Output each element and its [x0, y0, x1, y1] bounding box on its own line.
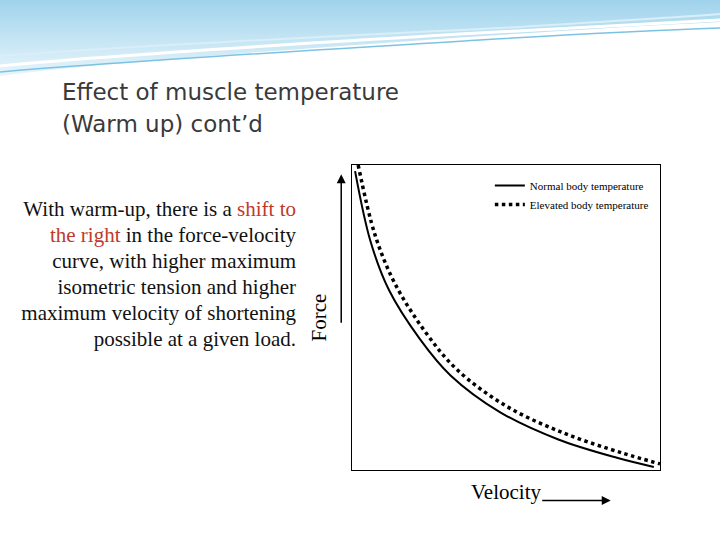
svg-text:Force: Force: [307, 294, 331, 342]
html-text:Effect of muscle temperature: Effect of muscle temperature: [62, 79, 399, 105]
html-text:(Warm up) cont’d: (Warm up) cont’d: [62, 111, 263, 137]
svg-text:Velocity: Velocity: [471, 480, 541, 504]
svg-text:Elevated body temperature: Elevated body temperature: [530, 199, 649, 211]
svg-text:Normal body temperature: Normal body temperature: [530, 180, 644, 192]
html-text:With warm-up, there is a shift: With warm-up, there is a shift to the ri…: [21, 197, 296, 351]
